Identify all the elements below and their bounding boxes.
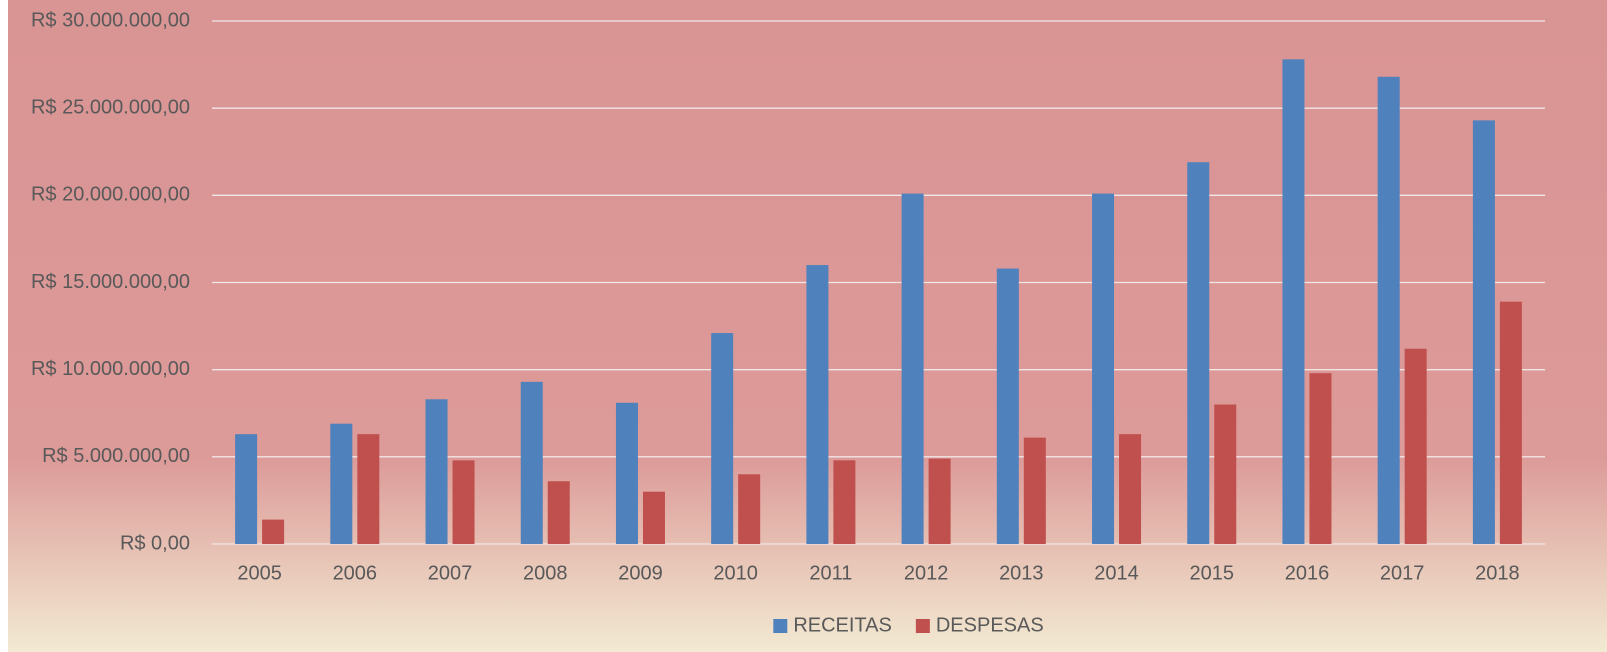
y-tick-label: R$ 15.000.000,00 xyxy=(31,271,190,293)
x-tick-label: 2015 xyxy=(1190,562,1235,584)
bar xyxy=(806,265,829,544)
bar xyxy=(928,458,951,544)
bar xyxy=(1282,59,1305,544)
bar xyxy=(452,460,475,544)
bar xyxy=(1404,348,1427,544)
bar xyxy=(1092,193,1115,544)
bar xyxy=(235,434,258,544)
x-tick-label: 2007 xyxy=(428,562,473,584)
bar xyxy=(1187,162,1210,544)
x-tick-label: 2013 xyxy=(999,562,1044,584)
legend-swatch xyxy=(915,619,930,633)
bar xyxy=(262,519,285,544)
x-tick-label: 2005 xyxy=(237,562,282,584)
x-tick-label: 2011 xyxy=(809,562,852,584)
y-tick-label: R$ 25.000.000,00 xyxy=(31,96,190,118)
bar xyxy=(1472,120,1495,545)
y-tick-label: R$ 5.000.000,00 xyxy=(42,445,190,467)
bar xyxy=(425,399,448,544)
y-tick-label: R$ 30.000.000,00 xyxy=(31,9,190,31)
x-tick-label: 2008 xyxy=(523,562,568,584)
bar xyxy=(357,434,380,544)
bar xyxy=(1377,76,1400,544)
bar xyxy=(1309,373,1332,544)
x-tick-label: 2016 xyxy=(1285,562,1330,584)
bar xyxy=(711,333,734,544)
x-tick-label: 2017 xyxy=(1380,562,1425,584)
bar xyxy=(547,481,570,544)
bar xyxy=(901,193,924,544)
bar xyxy=(615,402,638,544)
legend-label: RECEITAS xyxy=(793,614,892,636)
x-tick-label: 2010 xyxy=(713,562,758,584)
legend-label: DESPESAS xyxy=(936,614,1044,636)
bar xyxy=(996,268,1019,544)
bar xyxy=(1023,437,1046,544)
x-tick-label: 2018 xyxy=(1475,562,1520,584)
bar xyxy=(1119,434,1142,544)
bar xyxy=(520,381,543,544)
x-tick-label: 2006 xyxy=(333,562,378,584)
y-tick-label: R$ 10.000.000,00 xyxy=(31,358,190,380)
legend-swatch xyxy=(773,619,788,633)
y-tick-label: R$ 20.000.000,00 xyxy=(31,184,190,206)
x-tick-label: 2014 xyxy=(1094,562,1139,584)
x-tick-label: 2009 xyxy=(618,562,663,584)
x-tick-label: 2012 xyxy=(904,562,949,584)
bar xyxy=(833,460,856,544)
bar xyxy=(1214,404,1237,544)
bar xyxy=(330,423,353,544)
bar xyxy=(1499,301,1522,544)
y-tick-label: R$ 0,00 xyxy=(120,532,190,554)
bar xyxy=(738,474,761,544)
bar xyxy=(642,491,665,544)
